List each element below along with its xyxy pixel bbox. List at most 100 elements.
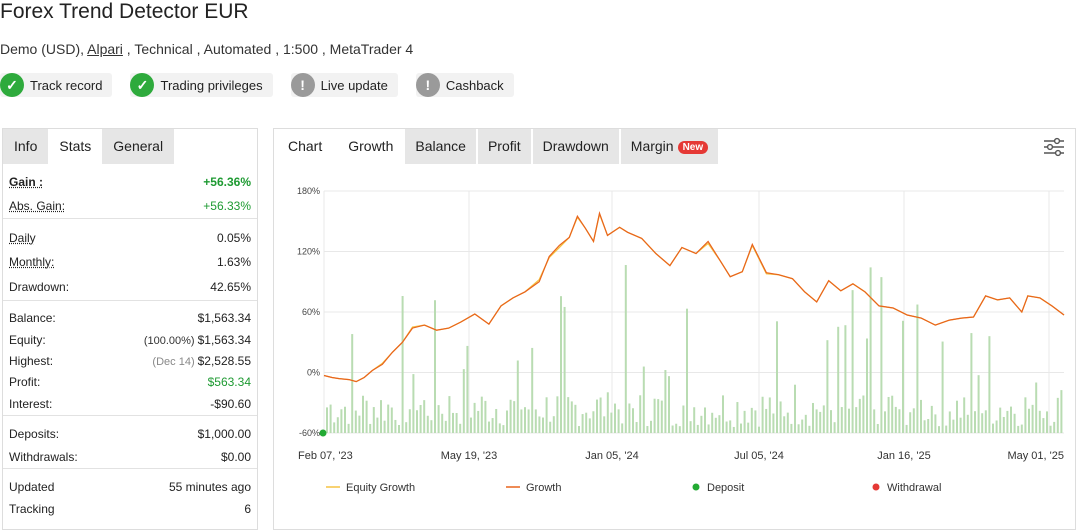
- volume-bar: [725, 421, 728, 433]
- stat-label[interactable]: Monthly:: [9, 254, 55, 269]
- stat-label: Profit:: [9, 374, 41, 389]
- volume-bar: [945, 425, 948, 433]
- volume-bar: [977, 375, 980, 433]
- live-update-badge[interactable]: ! Live update: [290, 73, 398, 97]
- volume-bar: [563, 306, 566, 433]
- volume-bar: [909, 412, 912, 433]
- volume-bar: [592, 411, 595, 433]
- stat-label: Equity:: [9, 332, 46, 347]
- stat-label[interactable]: Abs. Gain:: [9, 198, 66, 213]
- trading-privileges-badge[interactable]: ✓ Trading privileges: [130, 73, 273, 97]
- volume-bar: [412, 374, 415, 433]
- volume-bar: [441, 413, 444, 433]
- badge-label: Live update: [320, 77, 388, 93]
- account-subtitle: Demo (USD), Alpari , Technical , Automat…: [0, 41, 413, 57]
- volume-bar: [912, 408, 915, 433]
- volume-bar: [952, 419, 955, 433]
- volume-bar: [714, 417, 717, 433]
- new-badge: New: [677, 141, 709, 154]
- tab-info[interactable]: Info: [3, 129, 49, 164]
- stats-tabs: Info Stats General: [3, 129, 257, 164]
- volume-bar: [419, 404, 422, 433]
- volume-bar: [855, 407, 858, 433]
- stat-value: 0.05%: [216, 231, 251, 245]
- y-tick-label: 180%: [297, 186, 320, 196]
- volume-bar: [995, 420, 998, 433]
- stat-abs-gain: Abs. Gain: +56.33%: [9, 193, 251, 218]
- volume-bar: [405, 422, 408, 433]
- volume-bar: [916, 304, 919, 433]
- volume-bar: [732, 426, 735, 433]
- y-tick-label: 120%: [297, 247, 320, 257]
- stat-value: -$90.60: [210, 396, 251, 411]
- volume-bar: [956, 400, 958, 433]
- volume-bar: [678, 426, 681, 433]
- legend-deposit: Deposit: [707, 482, 744, 494]
- stat-updated: Updated 55 minutes ago: [9, 469, 251, 498]
- volume-bar: [1020, 424, 1023, 433]
- volume-bar: [650, 420, 652, 433]
- volume-bar: [1046, 411, 1048, 433]
- broker-link[interactable]: Alpari: [87, 41, 123, 57]
- stat-tracking: Tracking 6: [9, 498, 251, 519]
- chart-tabs: Chart Growth Balance Profit Drawdown Mar…: [274, 129, 1075, 164]
- stat-label[interactable]: Daily: [9, 231, 36, 245]
- stat-value: +56.36%: [203, 174, 251, 189]
- chart-bars: [326, 265, 1063, 433]
- tab-balance[interactable]: Balance: [405, 129, 476, 164]
- volume-bar: [801, 419, 804, 433]
- stat-value: $1,563.34: [197, 311, 251, 325]
- volume-bar: [758, 426, 760, 433]
- stat-drawdown: Drawdown: 42.65%: [9, 274, 251, 300]
- volume-bar: [398, 424, 400, 433]
- volume-bar: [887, 396, 890, 433]
- volume-bar: [444, 420, 447, 433]
- volume-bar: [869, 267, 872, 433]
- volume-bar: [578, 426, 580, 433]
- volume-bar: [585, 412, 588, 433]
- volume-bar: [696, 424, 699, 433]
- stat-value: 42.65%: [210, 280, 251, 294]
- volume-bar: [390, 407, 393, 433]
- growth-chart: 180% 120% 60% 0% -60% Feb 07, '23 May 19, '23…: [297, 186, 1065, 494]
- volume-bar: [992, 423, 994, 433]
- tab-chart[interactable]: Chart: [274, 129, 337, 164]
- volume-bar: [988, 336, 991, 433]
- volume-bar: [491, 418, 494, 433]
- volume-bar: [574, 404, 577, 433]
- volume-bar: [718, 415, 721, 433]
- stat-label: Drawdown:: [9, 280, 70, 294]
- volume-bar: [840, 407, 843, 433]
- volume-bar: [812, 402, 814, 433]
- check-icon: ✓: [0, 73, 24, 97]
- volume-bar: [930, 405, 933, 433]
- cashback-badge[interactable]: ! Cashback: [415, 73, 514, 97]
- volume-bar: [833, 422, 836, 433]
- tab-profit[interactable]: Profit: [477, 129, 531, 164]
- chart-legend: Equity Growth Growth Deposit Withdrawal: [326, 482, 941, 494]
- volume-bar: [966, 414, 969, 433]
- volume-bar: [743, 410, 746, 433]
- volume-bar: [603, 416, 606, 433]
- tab-drawdown[interactable]: Drawdown: [532, 129, 619, 164]
- volume-bar: [668, 376, 670, 433]
- volume-bar: [783, 416, 786, 433]
- volume-bar: [484, 400, 487, 433]
- badge-row: ✓ Track record ✓ Trading privileges ! Live …: [0, 73, 532, 97]
- tab-margin[interactable]: Margin New: [620, 129, 719, 164]
- volume-bar: [808, 425, 811, 433]
- tab-growth[interactable]: Growth: [338, 129, 404, 164]
- x-tick-label: Jan 05, '24: [585, 450, 638, 462]
- track-record-badge[interactable]: ✓ Track record: [0, 73, 113, 97]
- stat-profit: Profit: $563.34: [9, 371, 251, 392]
- volume-bar: [372, 407, 375, 433]
- volume-bar: [480, 396, 483, 433]
- volume-bar: [704, 407, 706, 433]
- volume-bar: [570, 401, 573, 433]
- tab-stats[interactable]: Stats: [48, 129, 103, 164]
- tab-general[interactable]: General: [102, 129, 175, 164]
- stat-label[interactable]: Gain :: [9, 174, 44, 189]
- volume-bar: [387, 404, 390, 433]
- settings-sliders-icon[interactable]: [1043, 137, 1065, 157]
- volume-bar: [336, 417, 339, 433]
